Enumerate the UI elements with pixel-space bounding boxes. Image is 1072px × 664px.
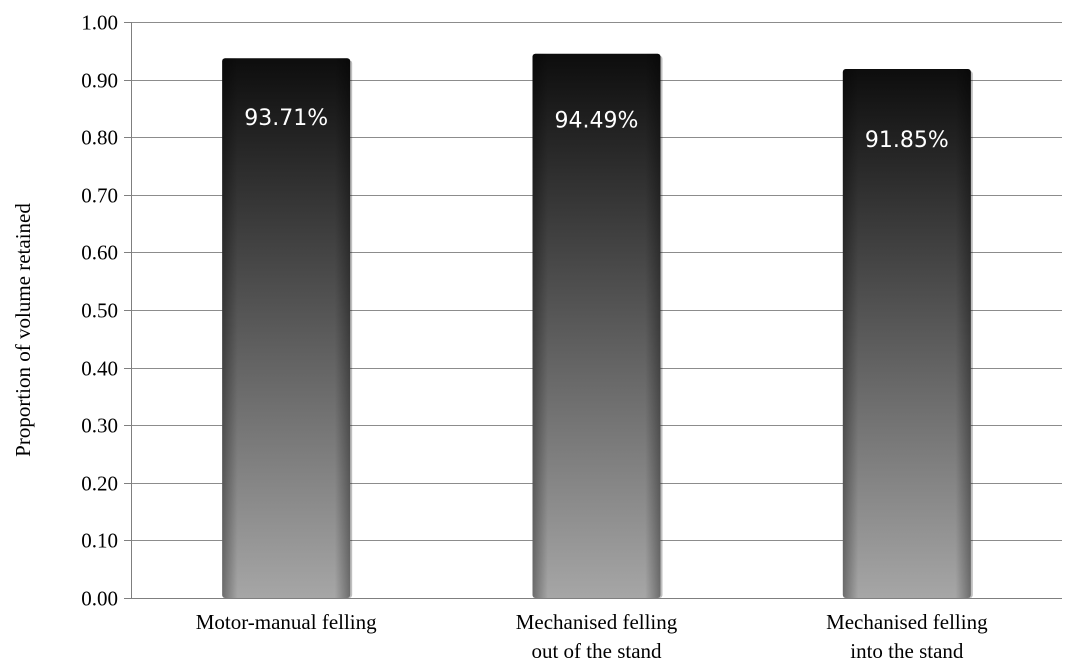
- y-tick-label: 0.00: [81, 587, 118, 611]
- x-category-label-line: Motor-manual felling: [196, 610, 377, 634]
- y-tick-label: 0.90: [81, 69, 118, 93]
- bar-data-label: 93.71%: [244, 106, 328, 131]
- bar-data-label: 91.85%: [865, 128, 949, 153]
- x-category-label: Motor-manual felling: [196, 610, 377, 634]
- y-tick-label: 0.50: [81, 299, 118, 323]
- y-axis-title: Proportion of volume retained: [11, 203, 35, 457]
- axes: [124, 22, 1062, 599]
- labels: 0.00 0.10 0.20 0.30 0.40 0.50 0.60 0.70 0.80 0.90…: [81, 11, 988, 664]
- x-category-label-line: Mechanised felling: [516, 610, 678, 634]
- bars: [222, 53, 973, 599]
- bar-edge-shading: [532, 53, 661, 598]
- bar-edge-shading: [222, 58, 351, 598]
- y-tick-label: 1.00: [81, 11, 118, 35]
- y-tick-label: 0.20: [81, 472, 118, 496]
- y-tick-label: 0.10: [81, 529, 118, 553]
- x-category-label-line: Mechanised felling: [826, 610, 988, 634]
- x-category-label-line: out of the stand: [531, 639, 662, 663]
- bar-edge-shading: [842, 68, 971, 599]
- y-tick-label: 0.80: [81, 126, 118, 150]
- y-tick-label: 0.70: [81, 184, 118, 208]
- y-tick-label: 0.40: [81, 357, 118, 381]
- y-tick-label: 0.60: [81, 241, 118, 265]
- y-tick-label: 0.30: [81, 414, 118, 438]
- x-category-label-line: into the stand: [850, 639, 964, 663]
- x-category-label: Mechanised felling out of the stand: [516, 610, 678, 663]
- x-category-label: Mechanised felling into the stand: [826, 610, 988, 663]
- bar-data-label: 94.49%: [555, 109, 639, 134]
